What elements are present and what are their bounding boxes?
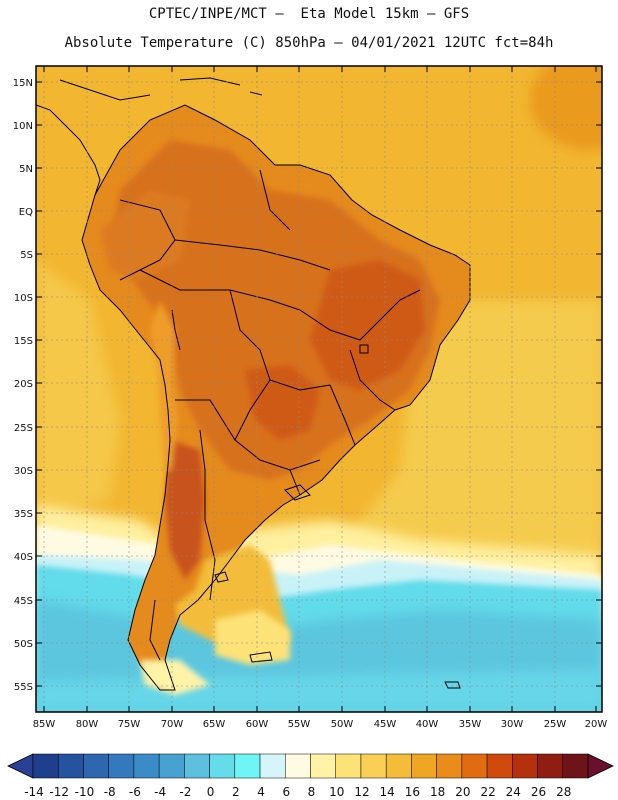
- lon-label: 25W: [544, 719, 567, 730]
- lat-label: 25S: [14, 423, 33, 434]
- colorbar-label: 20: [455, 785, 470, 799]
- colorbar-cell: [108, 753, 135, 779]
- colorbar-label: -8: [104, 785, 116, 799]
- colorbar-cell: [562, 753, 589, 779]
- colorbar-label: 18: [430, 785, 445, 799]
- colorbar-cell: [285, 753, 311, 779]
- lat-label: 35S: [14, 509, 33, 520]
- lat-label: 40S: [14, 552, 33, 563]
- map-frame: [35, 65, 603, 713]
- colorbar-cell: [133, 753, 160, 779]
- colorbar-labels: -14 -12 -10 -8 -6 -4 -2 0 2 4 6 8 10 12 14 16 18 20 22 24 26…: [24, 785, 571, 799]
- colorbar-cell: [158, 753, 185, 779]
- colorbar-label: 28: [556, 785, 571, 799]
- colorbar-cell: [436, 753, 463, 779]
- colorbar-cell: [512, 753, 538, 779]
- lon-label: 85W: [33, 719, 56, 730]
- coastline-borders: [36, 77, 471, 691]
- lon-label: 55W: [288, 719, 311, 730]
- colorbar-label: 26: [531, 785, 546, 799]
- map-subtitle: Absolute Temperature (C) 850hPa – 04/01/…: [64, 35, 554, 51]
- colorbar-cell: [537, 753, 564, 779]
- colorbar-cell: [83, 753, 109, 779]
- lon-label: 75W: [118, 719, 141, 730]
- longitude-labels: 85W 80W 75W 70W 65W 60W 55W 50W 45W 40W …: [33, 719, 608, 730]
- lat-label: 30S: [14, 466, 33, 477]
- colorbar-label: 16: [405, 785, 420, 799]
- colorbar-cell: [209, 753, 236, 779]
- lat-label: EQ: [19, 207, 33, 218]
- colorbar-label: -14: [24, 785, 44, 799]
- colorbar-cell: [32, 753, 59, 779]
- lat-label: 15N: [13, 78, 33, 89]
- colorbar-label: -2: [179, 785, 191, 799]
- colorbar-low-arrow: [7, 753, 34, 779]
- colorbar-cell: [57, 753, 84, 779]
- colorbar-label: 6: [282, 785, 290, 799]
- temperature-field: [36, 66, 602, 712]
- colorbar-label: 8: [308, 785, 316, 799]
- colorbar-label: -4: [154, 785, 166, 799]
- colorbar-cell: [234, 753, 261, 779]
- lon-label: 80W: [76, 719, 99, 730]
- lat-label: 20S: [14, 379, 33, 390]
- lon-label: 60W: [246, 719, 269, 730]
- latitude-labels: 15N 10N 5N EQ 5S 10S 15S 20S 25S 30S 35S…: [13, 78, 33, 693]
- lon-label: 35W: [459, 719, 482, 730]
- graticule: [36, 66, 602, 712]
- lon-label: 65W: [203, 719, 226, 730]
- colorbar-label: 14: [380, 785, 395, 799]
- lon-label: 50W: [331, 719, 354, 730]
- colorbar-cell: [335, 753, 362, 779]
- colorbar-cell: [259, 753, 286, 779]
- lat-label: 5N: [19, 164, 33, 175]
- colorbar-label: -10: [75, 785, 95, 799]
- colorbar-cell: [461, 753, 488, 779]
- colorbar-cell: [310, 753, 336, 779]
- colorbar-high-arrow: [587, 753, 614, 779]
- colorbar-label: 10: [329, 785, 344, 799]
- colorbar-cell: [486, 753, 513, 779]
- colorbar-label: 0: [207, 785, 215, 799]
- colorbar-label: 24: [506, 785, 521, 799]
- lon-label: 45W: [374, 719, 397, 730]
- lat-label: 45S: [14, 596, 33, 607]
- axis-ticks: [36, 66, 602, 712]
- colorbar-label: 12: [354, 785, 369, 799]
- lon-label: 70W: [161, 719, 184, 730]
- colorbar-cells: [32, 753, 589, 779]
- colorbar-label: -6: [129, 785, 141, 799]
- lat-label: 10N: [13, 121, 33, 132]
- lon-label: 40W: [416, 719, 439, 730]
- colorbar: -14 -12 -10 -8 -6 -4 -2 0 2 4 6 8 10 12 14 16 18 20 22 24 26…: [7, 753, 614, 799]
- lat-label: 10S: [14, 293, 33, 304]
- colorbar-label: -12: [49, 785, 69, 799]
- map-title: CPTEC/INPE/MCT – Eta Model 15km – GFS: [148, 6, 470, 22]
- lon-label: 30W: [501, 719, 524, 730]
- colorbar-cell: [385, 753, 412, 779]
- colorbar-cell: [184, 753, 210, 779]
- colorbar-cell: [411, 753, 437, 779]
- colorbar-cell: [360, 753, 387, 779]
- lat-label: 15S: [14, 336, 33, 347]
- colorbar-label: 22: [480, 785, 495, 799]
- lat-label: 5S: [20, 250, 33, 261]
- lon-label: 20W: [585, 719, 608, 730]
- lat-label: 50S: [14, 639, 33, 650]
- colorbar-label: 4: [257, 785, 265, 799]
- lat-label: 55S: [14, 682, 33, 693]
- colorbar-label: 2: [232, 785, 240, 799]
